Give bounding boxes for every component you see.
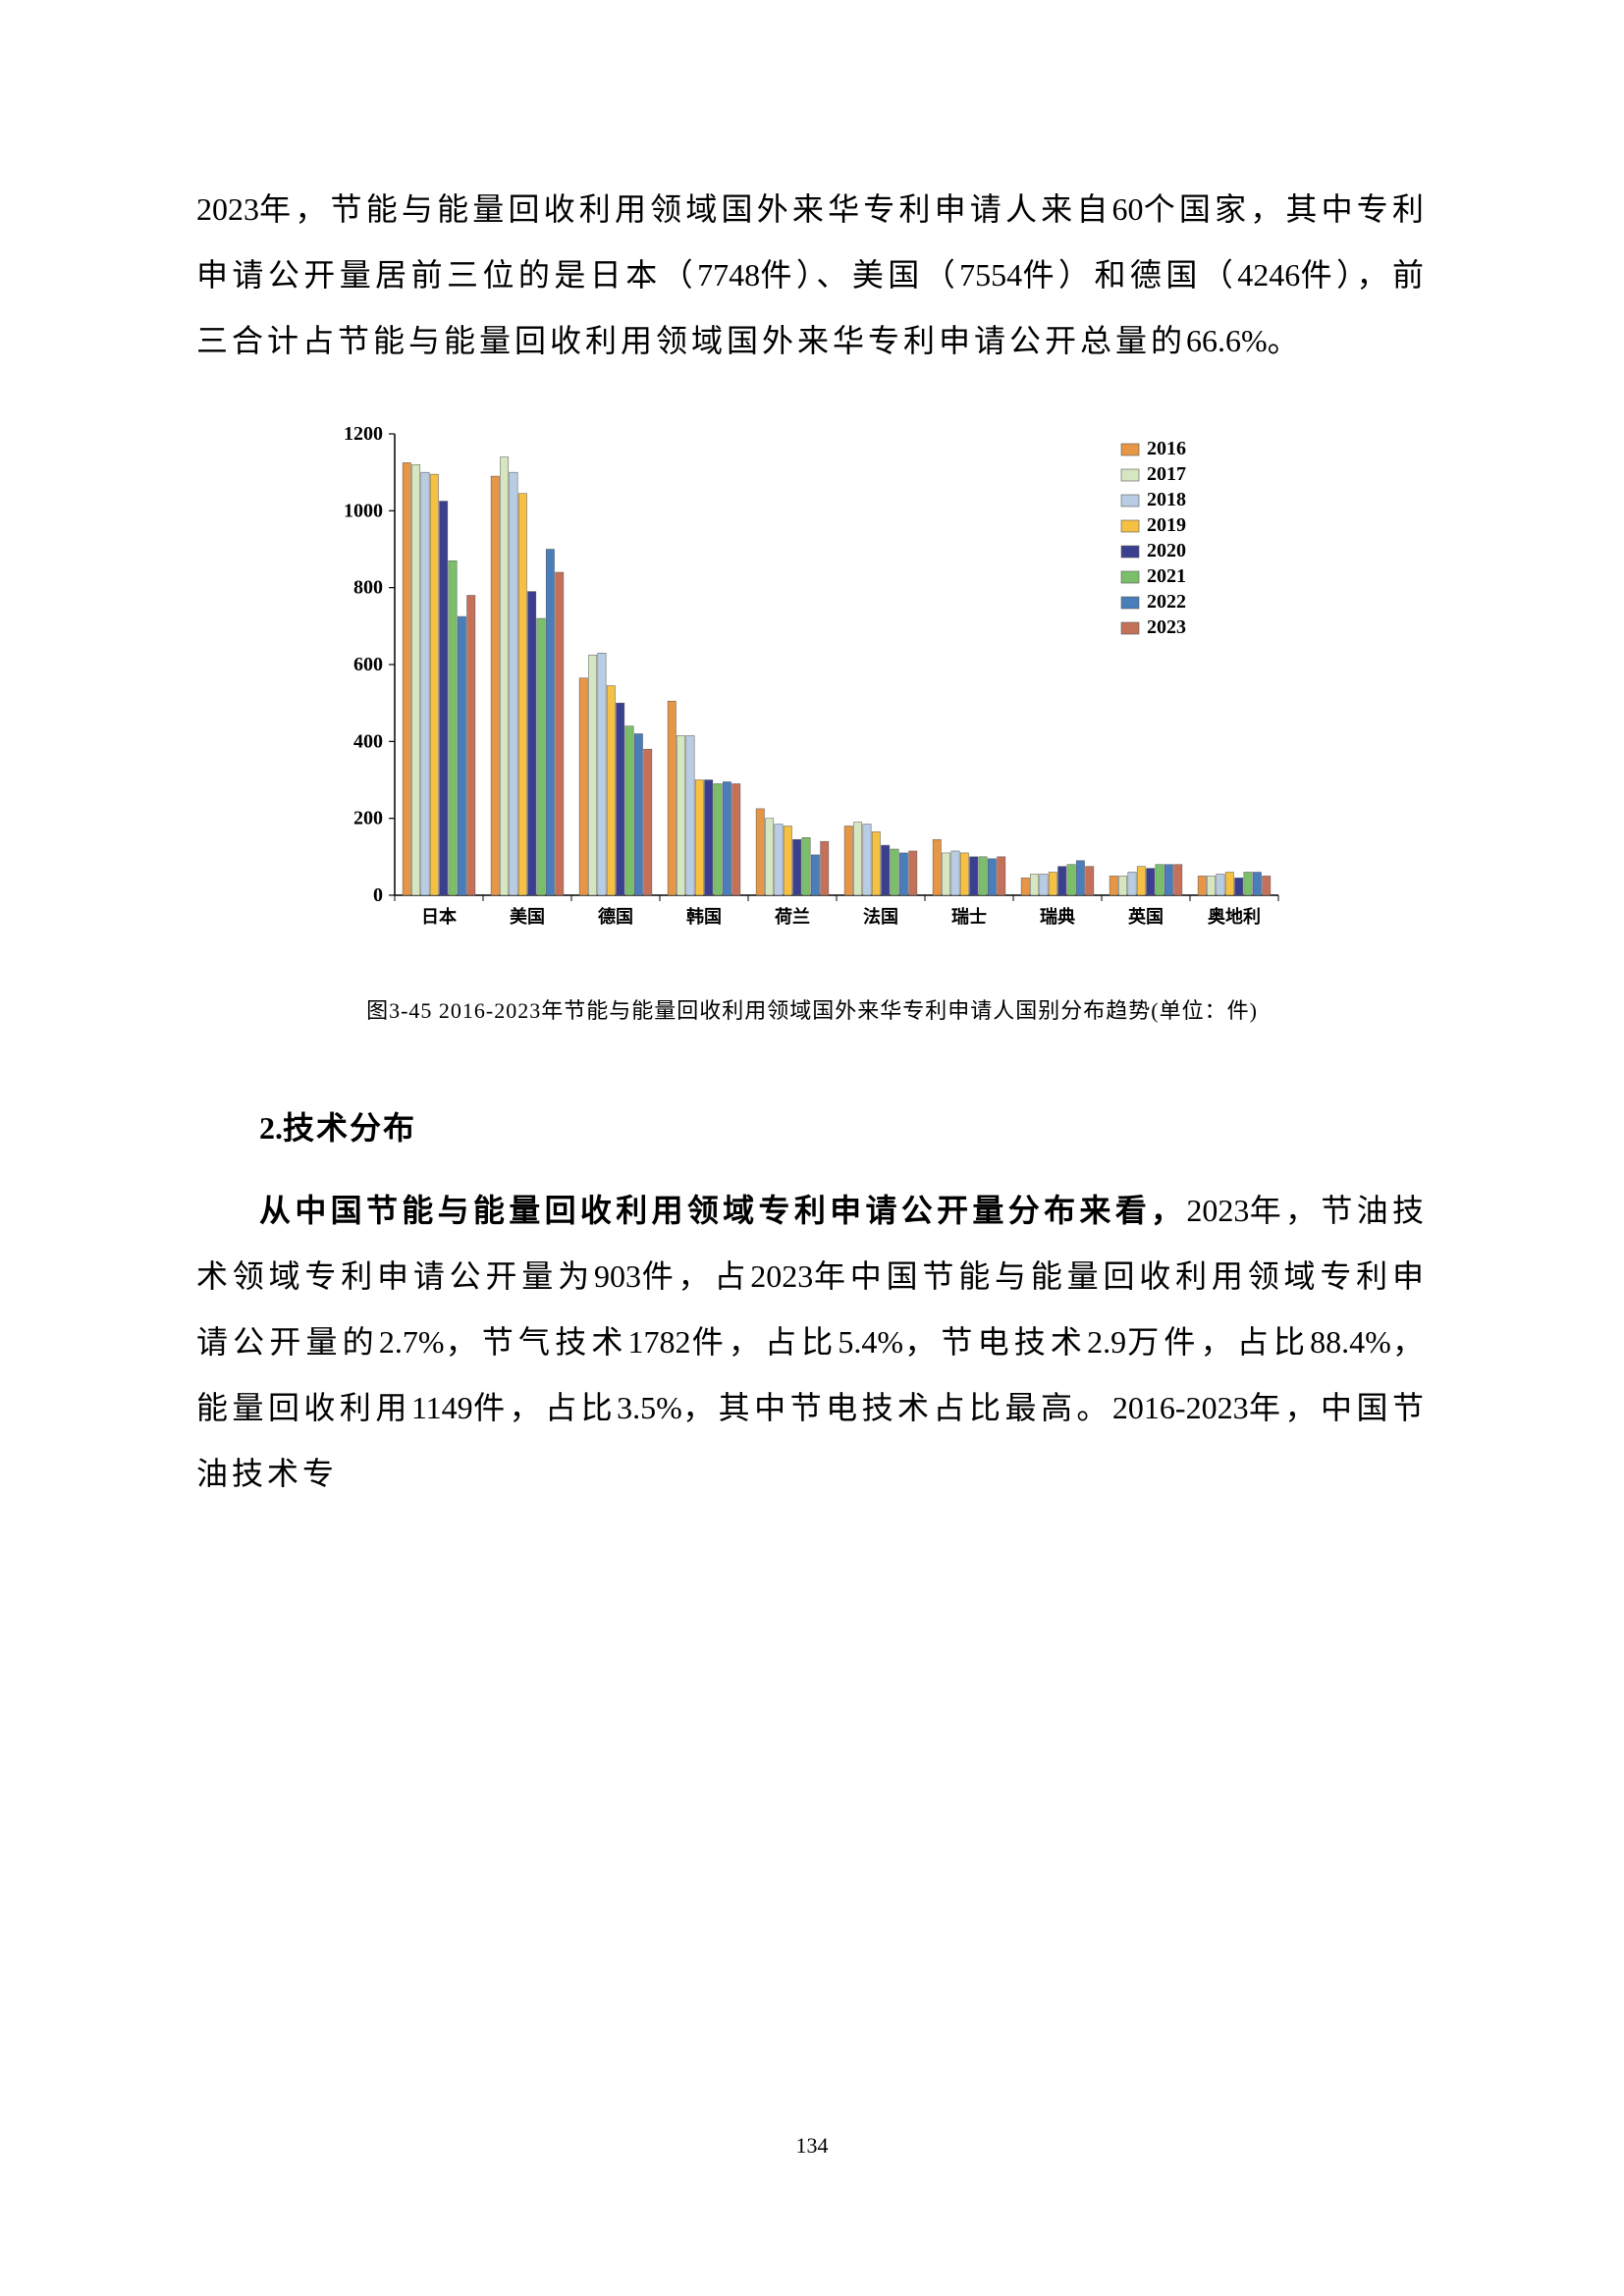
svg-text:600: 600	[353, 654, 383, 675]
text: 7554	[959, 257, 1022, 293]
bar-chart: 0 200 400 600 800 1000 1200 日本 美国 德国 韩国 荷兰 法国 瑞士 瑞典 英国 奥…	[297, 414, 1327, 964]
bold-text: 从中国节能与能量回收利用领域专利申请公开量分布来看，	[259, 1193, 1186, 1228]
svg-text:韩国: 韩国	[686, 906, 722, 927]
text: 。	[1268, 323, 1303, 358]
text: ，节气技术	[445, 1324, 628, 1360]
chart-caption: 图3-45 2016-2023年节能与能量回收利用领域国外来华专利申请人国别分布…	[297, 993, 1327, 1025]
text: 万件，占比	[1126, 1324, 1310, 1360]
text: ，节电技术	[903, 1324, 1087, 1360]
caption-text: 3-45 2016-2023	[389, 998, 541, 1023]
svg-text:瑞士: 瑞士	[951, 907, 987, 927]
text: 4246	[1237, 257, 1300, 293]
svg-text:2020: 2020	[1147, 540, 1186, 561]
page: 2023年，节能与能量回收利用领域国外来华专利申请人来自60个国家，其中专利申请…	[0, 0, 1624, 2296]
text: 88.4%	[1310, 1324, 1391, 1360]
svg-text:日本: 日本	[421, 906, 457, 927]
svg-text:荷兰: 荷兰	[775, 906, 810, 927]
text: 年，节能与能量回收利用领域国外来华专利申请人来自	[259, 191, 1112, 227]
text: 件）和德国（	[1022, 257, 1237, 293]
svg-text:1000: 1000	[344, 500, 383, 521]
heading-number: 2.	[259, 1110, 283, 1146]
page-number: 134	[0, 2133, 1624, 2159]
text: 2.9	[1087, 1324, 1126, 1360]
text: 件，占比	[691, 1324, 839, 1360]
svg-text:美国: 美国	[510, 906, 545, 927]
svg-text:英国: 英国	[1127, 906, 1164, 927]
text: 2023	[196, 191, 259, 227]
text: 66.6%	[1186, 323, 1268, 358]
paragraph-1: 2023年，节能与能量回收利用领域国外来华专利申请人来自60个国家，其中专利申请…	[196, 177, 1428, 375]
svg-text:2017: 2017	[1147, 463, 1186, 485]
svg-text:200: 200	[353, 807, 383, 828]
text: 件，占比	[473, 1390, 617, 1425]
svg-text:0: 0	[373, 884, 383, 906]
svg-text:2022: 2022	[1147, 591, 1186, 613]
chart-figure: 0 200 400 600 800 1000 1200 日本 美国 德国 韩国 荷兰 法国 瑞士 瑞典 英国 奥…	[297, 414, 1327, 1025]
text: 903	[594, 1258, 641, 1294]
caption-text: 年节能与能量回收利用领域国外来华专利申请人国别分布趋势(单位：件)	[541, 998, 1258, 1023]
text: 3.5%	[617, 1390, 682, 1425]
svg-text:800: 800	[353, 576, 383, 598]
text: 60	[1112, 191, 1144, 227]
heading-text: 技术分布	[283, 1110, 416, 1146]
text: 2.7%	[379, 1324, 445, 1360]
svg-text:瑞典: 瑞典	[1040, 906, 1075, 927]
section-heading: 2.技术分布	[196, 1103, 1428, 1148]
text: 件，占	[641, 1258, 750, 1294]
text: 2023	[1186, 1193, 1249, 1228]
text: 7748	[697, 257, 760, 293]
svg-text:奥地利: 奥地利	[1208, 906, 1261, 927]
svg-text:400: 400	[353, 730, 383, 752]
paragraph-2: 从中国节能与能量回收利用领域专利申请公开量分布来看，2023年，节油技术领域专利…	[196, 1178, 1428, 1508]
text: ，其中节电技术占比最高。	[682, 1390, 1112, 1425]
svg-text:2018: 2018	[1147, 489, 1186, 510]
text: 件）、美国（	[760, 257, 959, 293]
caption-text: 图	[366, 998, 389, 1023]
text: 1149	[411, 1390, 473, 1425]
text: 2023	[750, 1258, 813, 1294]
svg-text:2019: 2019	[1147, 514, 1186, 536]
text: 2016-2023	[1112, 1390, 1249, 1425]
text: 5.4%	[838, 1324, 903, 1360]
svg-text:2021: 2021	[1147, 565, 1186, 587]
svg-text:2016: 2016	[1147, 438, 1186, 459]
svg-text:1200: 1200	[344, 423, 383, 445]
svg-text:2023: 2023	[1147, 616, 1186, 638]
text: 1782	[628, 1324, 691, 1360]
svg-text:法国: 法国	[863, 906, 898, 927]
svg-text:德国: 德国	[598, 906, 633, 927]
